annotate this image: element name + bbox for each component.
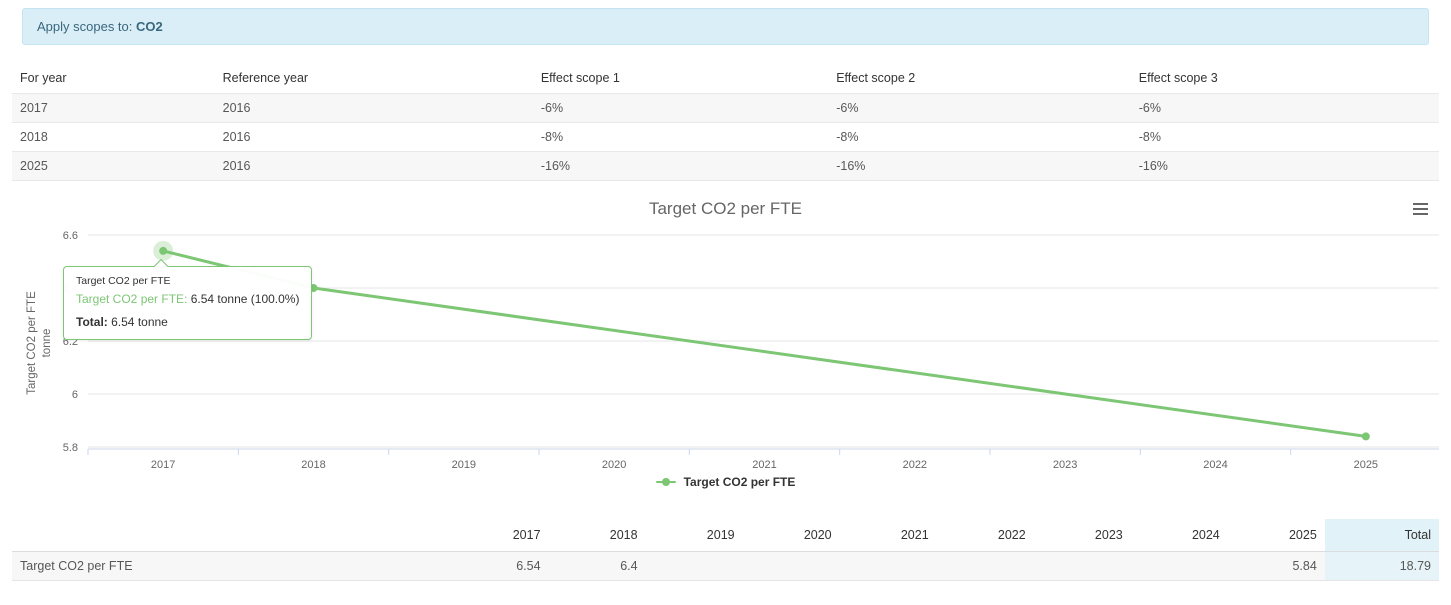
- targets-table: For year Reference year Effect scope 1 Effe…: [12, 63, 1439, 181]
- summary-cell: 6.4: [548, 551, 646, 581]
- x-tick-label: 2025: [1354, 459, 1378, 471]
- y-tick-label: 5.8: [63, 442, 78, 454]
- summary-column-header: 2017: [451, 519, 549, 552]
- chart-tooltip: Target CO2 per FTE Target CO2 per FTE: 6…: [63, 258, 313, 340]
- y-axis-title-unit: tonne: [41, 328, 53, 358]
- legend-item-target-co2-per-fte[interactable]: Target CO2 per FTE: [12, 475, 1439, 489]
- targets-column-header: Effect scope 1: [540, 71, 620, 85]
- tooltip-series-label: Target CO2 per FTE:: [76, 292, 188, 306]
- chart-context-menu-button[interactable]: [1411, 201, 1431, 219]
- table-row: 2017 2016 -6% -6% -6%: [12, 93, 1439, 123]
- summary-cell: [1130, 551, 1228, 581]
- x-tick-label: 2022: [903, 459, 927, 471]
- table-cell: -6%: [1130, 93, 1439, 123]
- summary-column-total: Total: [1324, 519, 1439, 552]
- table-cell: -16%: [828, 151, 1131, 181]
- table-row: 2025 2016 -16% -16% -16%: [12, 151, 1439, 181]
- table-cell: -8%: [1130, 122, 1439, 152]
- summary-column-header: 2019: [645, 519, 743, 552]
- x-tick-label: 2019: [452, 459, 476, 471]
- summary-total-value: 18.79: [1324, 551, 1439, 581]
- summary-cell: [839, 551, 937, 581]
- y-axis-title-text: Target CO2 per FTE: [26, 291, 38, 395]
- scopes-banner-value: CO2: [136, 19, 163, 34]
- summary-column-header: 2020: [742, 519, 840, 552]
- summary-cell: [742, 551, 840, 581]
- table-cell: 2025: [12, 151, 215, 181]
- legend-marker-icon: [655, 478, 676, 486]
- summary-data-row: Target CO2 per FTE 6.54 6.4 5.84 18.79: [12, 551, 1439, 581]
- tooltip-total-label: Total:: [76, 315, 108, 329]
- y-tick-label: 6.6: [63, 230, 78, 242]
- data-point-2025[interactable]: [1361, 432, 1370, 441]
- y-axis-title: Target CO2 per FTE tonne: [25, 233, 55, 453]
- summary-corner-cell: [12, 519, 452, 552]
- x-tick-label: 2024: [1203, 459, 1227, 471]
- chart-target-co2-per-fte: Target CO2 per FTE Target CO2 per FTE to…: [12, 189, 1439, 497]
- summary-cell: [1033, 551, 1131, 581]
- targets-table-head: For year Reference year Effect scope 1 Effe…: [12, 63, 1439, 94]
- tooltip-header: Target CO2 per FTE: [76, 275, 171, 287]
- x-tick-label: 2017: [151, 459, 175, 471]
- scopes-banner: Apply scopes to: CO2: [22, 8, 1429, 45]
- table-cell: 2017: [12, 93, 215, 123]
- data-point-2017[interactable]: [159, 246, 168, 255]
- table-cell: -8%: [532, 122, 829, 152]
- tooltip-total-line: Total: 6.54 tonne: [76, 315, 299, 329]
- table-cell: 2016: [214, 122, 533, 152]
- table-cell: -8%: [828, 122, 1131, 152]
- table-cell: -6%: [828, 93, 1131, 123]
- summary-column-header: 2021: [839, 519, 937, 552]
- tooltip-series-value: 6.54 tonne (100.0%): [190, 292, 300, 306]
- table-cell: 2018: [12, 122, 215, 152]
- hamburger-icon: [1413, 207, 1428, 210]
- summary-cell: 5.84: [1227, 551, 1325, 581]
- x-tick-label: 2018: [301, 459, 325, 471]
- summary-column-header: 2018: [548, 519, 646, 552]
- table-cell: -16%: [532, 151, 829, 181]
- plot-area[interactable]: 5.866.26.46.6201720182019202020212022202…: [12, 221, 1439, 473]
- summary-column-header: 2023: [1033, 519, 1131, 552]
- hamburger-icon: [1413, 202, 1428, 205]
- x-tick-label: 2023: [1053, 459, 1077, 471]
- summary-cell: 6.54: [451, 551, 549, 581]
- summary-table-body: Target CO2 per FTE 6.54 6.4 5.84 18.79: [12, 551, 1439, 581]
- table-cell: 2016: [214, 151, 533, 181]
- legend-label: Target CO2 per FTE: [683, 475, 796, 489]
- page: Apply scopes to: CO2 For year Reference y…: [0, 8, 1451, 581]
- summary-header-row: 2017 2018 2019 2020 2021 2022 2023 2024 2025 Tota…: [12, 519, 1439, 552]
- table-cell: -16%: [1130, 151, 1439, 181]
- x-tick-label: 2021: [752, 459, 776, 471]
- targets-column-header: Reference year: [222, 71, 309, 85]
- targets-column-header: Effect scope 2: [836, 71, 916, 85]
- summary-table-head: 2017 2018 2019 2020 2021 2022 2023 2024 2025 Tota…: [12, 519, 1439, 552]
- summary-cell: [936, 551, 1034, 581]
- tooltip-series-line: Target CO2 per FTE: 6.54 tonne (100.0%): [76, 292, 299, 306]
- targets-table-body: 2017 2016 -6% -6% -6% 2018 2016 -8% -8% -8% 2025 20…: [12, 93, 1439, 181]
- summary-table: 2017 2018 2019 2020 2021 2022 2023 2024 2025 Tota…: [12, 519, 1439, 581]
- targets-header-row: For year Reference year Effect scope 1 Effe…: [12, 63, 1439, 94]
- targets-column-header: For year: [20, 71, 67, 85]
- summary-cell: [645, 551, 743, 581]
- summary-column-header: 2022: [936, 519, 1034, 552]
- tooltip-total-value: 6.54 tonne: [111, 315, 168, 329]
- chart-title: Target CO2 per FTE: [648, 199, 803, 218]
- summary-row-label: Target CO2 per FTE: [12, 551, 452, 581]
- table-cell: -6%: [532, 93, 829, 123]
- table-cell: 2016: [214, 93, 533, 123]
- y-tick-label: 6: [72, 389, 78, 401]
- summary-column-header: 2024: [1130, 519, 1228, 552]
- targets-column-header: Effect scope 3: [1138, 71, 1218, 85]
- hamburger-icon: [1413, 212, 1428, 215]
- scopes-banner-text: Apply scopes to:: [37, 19, 136, 34]
- table-row: 2018 2016 -8% -8% -8%: [12, 122, 1439, 152]
- series-line: [161, 249, 1368, 438]
- summary-column-header: 2025: [1227, 519, 1325, 552]
- x-tick-label: 2020: [602, 459, 626, 471]
